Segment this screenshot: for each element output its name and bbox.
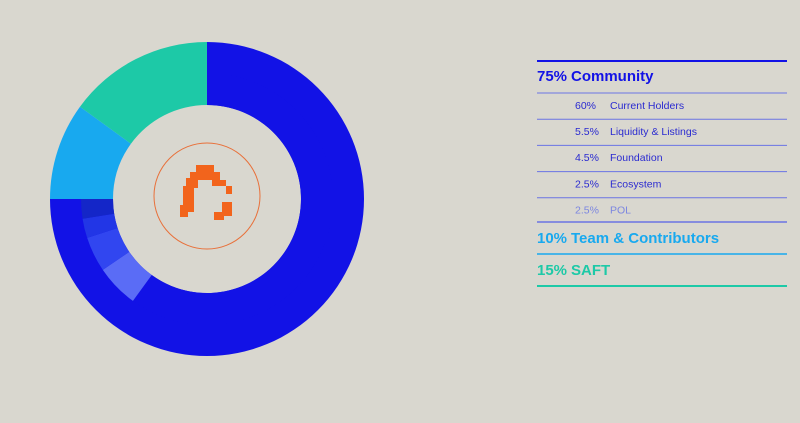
- legend-label: Community: [571, 68, 654, 85]
- legend-sub-value: 2.5%: [575, 205, 599, 217]
- donut-segment: [79, 42, 207, 144]
- sub-segment: [81, 199, 115, 219]
- legend-sub-label: Ecosystem: [610, 178, 662, 190]
- donut-segment: [50, 106, 131, 199]
- logo-glyph: [180, 165, 232, 220]
- center-logo: [153, 142, 261, 250]
- legend-sub-value: 2.5%: [575, 178, 599, 190]
- sub-segment: [82, 213, 118, 238]
- legend-sub-value: 5.5%: [575, 126, 599, 138]
- legend-value: 10%: [537, 230, 567, 247]
- sub-segment: [132, 73, 333, 325]
- legend-sub-label: Current Holders: [610, 100, 684, 112]
- legend-sub-label: Liquidity & Listings: [610, 126, 697, 138]
- logo-ring: [153, 142, 261, 250]
- sub-segment: [102, 251, 152, 301]
- legend-label: Team & Contributors: [571, 230, 719, 247]
- legend-value: 15%: [537, 262, 567, 279]
- legend-sub-value: 4.5%: [575, 152, 599, 164]
- legend-sub-label: POL: [610, 205, 631, 217]
- legend-sub-label: Foundation: [610, 152, 663, 164]
- legend-value: 75%: [537, 68, 567, 85]
- sub-segment: [87, 228, 130, 270]
- legend-label: SAFT: [571, 262, 610, 279]
- legend-sub-value: 60%: [575, 100, 596, 112]
